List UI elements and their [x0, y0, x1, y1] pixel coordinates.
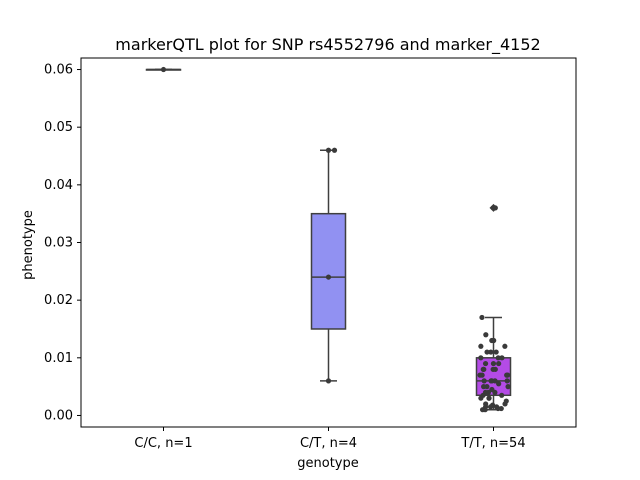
data-point: [481, 378, 487, 384]
data-point: [478, 395, 484, 401]
box: [310, 212, 347, 330]
y-tick-label: 0.04: [44, 178, 73, 193]
data-point: [502, 343, 508, 349]
data-point: [490, 366, 496, 372]
data-point: [493, 349, 499, 355]
data-point: [160, 66, 167, 73]
y-tick-label: 0.06: [44, 63, 73, 78]
data-point: [505, 384, 511, 390]
data-point: [486, 395, 492, 401]
data-point: [483, 332, 489, 338]
x-tick-label: C/T, n=4: [300, 436, 357, 451]
data-point: [492, 378, 498, 384]
data-point: [485, 389, 492, 396]
data-point: [325, 147, 332, 153]
data-point: [490, 360, 497, 367]
y-axis-label: phenotype: [21, 210, 36, 280]
data-point: [496, 360, 502, 367]
data-point: [504, 378, 510, 384]
data-point: [496, 381, 502, 387]
data-point: [499, 355, 505, 361]
data-point: [487, 404, 494, 410]
y-tick-label: 0.03: [44, 236, 73, 251]
data-point: [482, 360, 489, 367]
data-point: [492, 389, 498, 396]
data-point: [482, 407, 488, 413]
data-point: [478, 343, 484, 349]
data-point: [499, 392, 505, 398]
data-point: [495, 355, 501, 361]
y-tick-label: 0.00: [44, 408, 73, 423]
data-point: [504, 372, 511, 378]
data-point: [481, 384, 487, 390]
data-point: [481, 366, 487, 372]
y-tick-label: 0.01: [44, 351, 73, 366]
data-point: [325, 274, 332, 280]
data-point: [479, 314, 485, 321]
data-point: [478, 355, 484, 361]
x-tick-label: C/C, n=1: [134, 436, 192, 451]
data-point: [331, 147, 338, 153]
data-point: [495, 405, 501, 412]
x-tick-label: T/T, n=54: [460, 436, 525, 451]
data-point: [502, 401, 508, 407]
y-tick-label: 0.02: [44, 293, 73, 308]
box-group: [310, 149, 347, 382]
data-point: [492, 205, 498, 211]
data-point: [479, 372, 485, 378]
data-point: [488, 349, 494, 355]
data-point: [484, 349, 490, 355]
y-tick-label: 0.05: [44, 120, 73, 135]
x-axis-label: genotype: [297, 456, 358, 471]
plot-area: 0.00 0.01 0.02 0.03 0.04 0.05 0.06 C/C, n=1 C/T,…: [44, 57, 577, 451]
data-point: [488, 378, 494, 384]
data-point: [491, 337, 497, 344]
data-point: [325, 378, 332, 384]
chart-title: markerQTL plot for SNP rs4552796 and mar…: [115, 35, 540, 55]
